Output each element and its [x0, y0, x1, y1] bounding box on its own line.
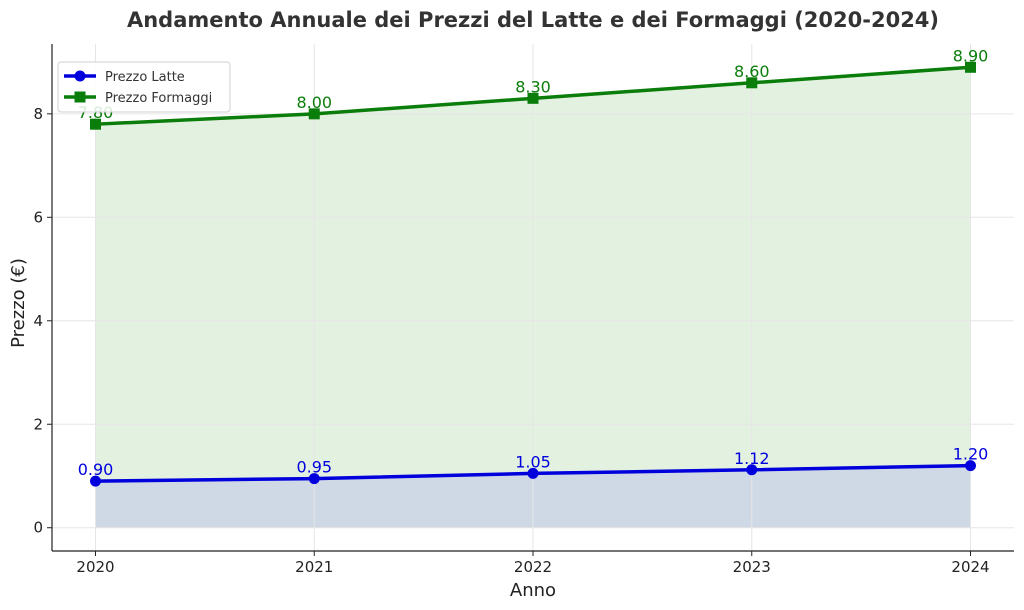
y-tick-label: 4	[33, 312, 43, 330]
y-axis-label: Prezzo (€)	[8, 258, 29, 348]
y-tick-label: 2	[33, 415, 43, 433]
x-tick-label: 2022	[514, 558, 552, 576]
x-tick-label: 2023	[733, 558, 771, 576]
chart-title: Andamento Annuale dei Prezzi del Latte e…	[127, 8, 939, 32]
data-point	[965, 61, 976, 73]
legend-marker	[74, 91, 86, 103]
legend-label: Prezzo Latte	[105, 70, 185, 85]
legend-label: Prezzo Formaggi	[105, 91, 212, 106]
x-tick-label: 2021	[295, 558, 333, 576]
legend: Prezzo Latte Prezzo Formaggi	[57, 61, 231, 113]
data-label: 0.95	[296, 458, 332, 477]
data-point	[965, 460, 976, 472]
data-label: 1.20	[953, 445, 989, 464]
data-label: 8.60	[734, 62, 770, 81]
y-tick-label: 0	[33, 519, 43, 537]
data-label: 1.12	[734, 449, 770, 468]
data-point	[527, 467, 539, 479]
legend-marker	[74, 70, 86, 82]
data-point	[746, 464, 758, 476]
legend-box	[57, 61, 231, 113]
data-point	[90, 118, 101, 130]
x-tick-label: 2024	[951, 558, 989, 576]
data-label: 0.90	[78, 460, 114, 479]
data-label: 1.05	[515, 452, 551, 471]
data-point	[746, 77, 758, 89]
x-tick-label: 2020	[76, 558, 114, 576]
data-label: 8.30	[515, 77, 551, 96]
data-label: 8.00	[296, 93, 332, 112]
y-tick-label: 6	[33, 208, 43, 226]
data-point	[308, 473, 320, 485]
data-point	[308, 108, 320, 120]
data-point	[527, 92, 539, 104]
x-axis-label: Anno	[510, 580, 556, 601]
y-tick-label: 8	[33, 105, 43, 123]
data-label: 8.90	[953, 46, 989, 65]
data-point	[90, 475, 101, 487]
